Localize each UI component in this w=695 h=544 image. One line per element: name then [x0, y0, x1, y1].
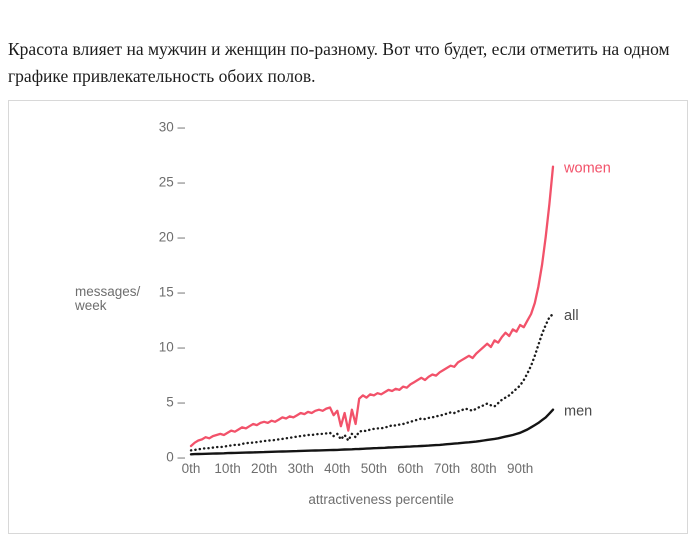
chart-card: 0 – 5 – 10 – 15 – 20 – 25 – 30 – messages/week 0… [8, 100, 688, 534]
x-tick-label: 40th [324, 461, 350, 476]
series-men-line [189, 408, 555, 456]
x-tick-label: 30th [288, 461, 314, 476]
x-tick-label: 60th [397, 461, 423, 476]
y-tick-label: 5 – [166, 395, 185, 410]
y-tick-label: 30 – [159, 120, 186, 135]
series-women-label: women [563, 161, 611, 177]
x-tick-label: 50th [361, 461, 387, 476]
y-tick-label: 15 – [159, 285, 186, 300]
messages-vs-attractiveness-chart: 0 – 5 – 10 – 15 – 20 – 25 – 30 – messages/week 0… [74, 120, 611, 508]
x-tick-label: 80th [470, 461, 496, 476]
y-axis-title: week [74, 298, 107, 313]
y-tick-label: 20 – [159, 230, 186, 245]
y-axis-title: messages/ [75, 284, 141, 299]
series-all-label: all [564, 308, 579, 324]
y-tick-label: 0 – [166, 450, 185, 465]
series-all-line [189, 312, 555, 452]
x-tick-label: 0th [182, 461, 201, 476]
x-axis-title: attractiveness percentile [308, 492, 454, 507]
intro-text: Красота влияет на мужчин и женщин по-раз… [8, 38, 670, 86]
y-tick-label: 10 – [159, 340, 186, 355]
series-women-line [189, 165, 555, 448]
x-tick-label: 20th [251, 461, 277, 476]
x-tick-label: 10th [214, 461, 240, 476]
series-men-label: men [564, 404, 592, 420]
x-tick-label: 70th [434, 461, 460, 476]
y-tick-label: 25 – [159, 175, 186, 190]
x-tick-label: 90th [507, 461, 533, 476]
